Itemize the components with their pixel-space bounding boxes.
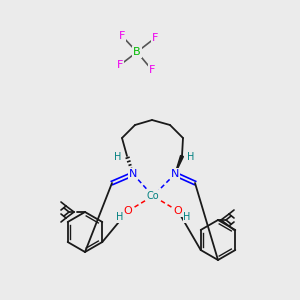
Text: H: H xyxy=(187,152,195,162)
Text: B: B xyxy=(133,47,141,57)
Text: H: H xyxy=(116,212,124,222)
Text: H: H xyxy=(116,212,124,222)
Text: Co: Co xyxy=(147,191,159,201)
Text: H: H xyxy=(183,212,191,222)
Text: H: H xyxy=(187,152,195,162)
Text: F: F xyxy=(149,65,155,75)
Text: F: F xyxy=(119,31,125,41)
Text: F: F xyxy=(117,60,123,70)
Text: N: N xyxy=(129,169,137,179)
Text: O: O xyxy=(124,206,132,216)
Text: H: H xyxy=(114,152,122,162)
Text: N: N xyxy=(171,169,179,179)
Text: F: F xyxy=(152,33,158,43)
Text: H: H xyxy=(114,152,122,162)
Text: O: O xyxy=(174,206,182,216)
Text: H: H xyxy=(183,212,191,222)
Polygon shape xyxy=(175,155,183,174)
